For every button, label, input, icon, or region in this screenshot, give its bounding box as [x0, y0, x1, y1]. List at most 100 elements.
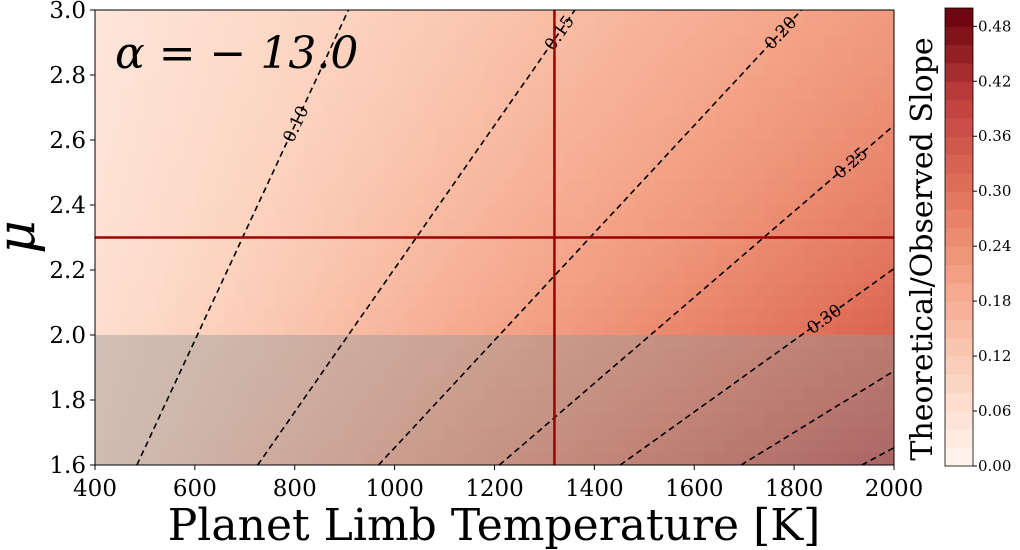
heatmap-cell	[324, 166, 336, 180]
heatmap-cell	[844, 88, 855, 102]
heatmap-cell	[234, 257, 246, 271]
heatmap-cell	[414, 257, 426, 271]
heatmap-cell	[564, 452, 575, 465]
heatmap-cell	[664, 413, 675, 427]
heatmap-cell	[744, 205, 755, 219]
x-axis-label: Planet Limb Temperature [K]	[168, 500, 821, 550]
heatmap-cell	[314, 10, 326, 24]
heatmap-cell	[574, 335, 585, 349]
heatmap-cell	[204, 244, 216, 258]
heatmap-cell	[884, 335, 894, 349]
heatmap-cell	[484, 36, 496, 50]
heatmap-cell	[454, 283, 466, 297]
heatmap-cell	[274, 361, 286, 375]
heatmap-cell	[844, 309, 855, 323]
heatmap-cell	[274, 36, 286, 50]
heatmap-cell	[874, 166, 885, 180]
heatmap-cell	[204, 387, 216, 401]
heatmap-cell	[534, 140, 546, 154]
heatmap-cell	[614, 36, 625, 50]
heatmap-cell	[724, 361, 735, 375]
heatmap-cell	[164, 348, 176, 362]
heatmap-cell	[184, 270, 196, 284]
heatmap-cell	[474, 49, 486, 63]
heatmap-cell	[424, 192, 436, 206]
heatmap-cell	[95, 23, 106, 37]
colorbar-segment	[945, 246, 973, 265]
heatmap-cell	[174, 23, 186, 37]
heatmap-cell	[624, 153, 635, 167]
heatmap-cell	[724, 127, 735, 141]
heatmap-cell	[494, 361, 506, 375]
heatmap-cell	[644, 309, 655, 323]
heatmap-cell	[164, 88, 176, 102]
heatmap-cell	[274, 23, 286, 37]
heatmap-cell	[104, 205, 116, 219]
heatmap-cell	[484, 400, 496, 414]
heatmap-cell	[464, 23, 476, 37]
heatmap-cell	[624, 270, 635, 284]
heatmap-cell	[534, 62, 546, 76]
heatmap-cell	[194, 413, 206, 427]
heatmap-cell	[164, 179, 176, 193]
heatmap-cell	[414, 296, 426, 310]
heatmap-cell	[764, 166, 775, 180]
heatmap-cell	[324, 439, 336, 453]
heatmap-cell	[614, 75, 625, 89]
heatmap-cell	[434, 426, 446, 440]
heatmap-cell	[444, 88, 456, 102]
heatmap-cell	[384, 218, 396, 232]
heatmap-cell	[734, 88, 745, 102]
heatmap-cell	[584, 361, 595, 375]
heatmap-cell	[324, 335, 336, 349]
heatmap-cell	[244, 348, 256, 362]
heatmap-cell	[444, 309, 456, 323]
heatmap-cell	[474, 62, 486, 76]
heatmap-cell	[744, 361, 755, 375]
heatmap-cell	[354, 75, 366, 89]
heatmap-cell	[884, 114, 894, 128]
heatmap-cell	[224, 49, 236, 63]
heatmap-cell	[284, 23, 296, 37]
heatmap-cell	[414, 361, 426, 375]
heatmap-cell	[374, 322, 386, 336]
heatmap-cell	[564, 322, 575, 336]
heatmap-cell	[804, 166, 815, 180]
heatmap-cell	[214, 153, 226, 167]
heatmap-cell	[654, 36, 665, 50]
heatmap-cell	[374, 153, 386, 167]
heatmap-cell	[874, 348, 885, 362]
heatmap-cell	[614, 218, 625, 232]
heatmap-cell	[304, 374, 316, 388]
heatmap-cell	[484, 257, 496, 271]
heatmap-cell	[144, 153, 156, 167]
heatmap-cell	[864, 166, 875, 180]
heatmap-cell	[574, 413, 585, 427]
heatmap-cell	[724, 88, 735, 102]
heatmap-cell	[794, 23, 805, 37]
heatmap-cell	[234, 335, 246, 349]
heatmap-cell	[854, 270, 865, 284]
heatmap-cell	[144, 192, 156, 206]
heatmap-cell	[714, 192, 725, 206]
heatmap-cell	[364, 244, 376, 258]
heatmap-cell	[234, 101, 246, 115]
heatmap-cell	[794, 140, 805, 154]
heatmap-cell	[284, 283, 296, 297]
heatmap-cell	[434, 153, 446, 167]
heatmap-cell	[144, 10, 156, 24]
heatmap-cell	[834, 62, 845, 76]
heatmap-cell	[364, 400, 376, 414]
heatmap-cell	[584, 257, 595, 271]
x-tick-label: 800	[273, 476, 317, 502]
heatmap-cell	[684, 101, 695, 115]
heatmap-cell	[264, 88, 276, 102]
heatmap-cell	[224, 270, 236, 284]
heatmap-cell	[804, 179, 815, 193]
heatmap-cell	[874, 179, 885, 193]
heatmap-cell	[704, 296, 715, 310]
heatmap-cell	[614, 335, 625, 349]
heatmap-cell	[434, 75, 446, 89]
colorbar-segment	[945, 99, 973, 119]
heatmap-cell	[824, 257, 835, 271]
